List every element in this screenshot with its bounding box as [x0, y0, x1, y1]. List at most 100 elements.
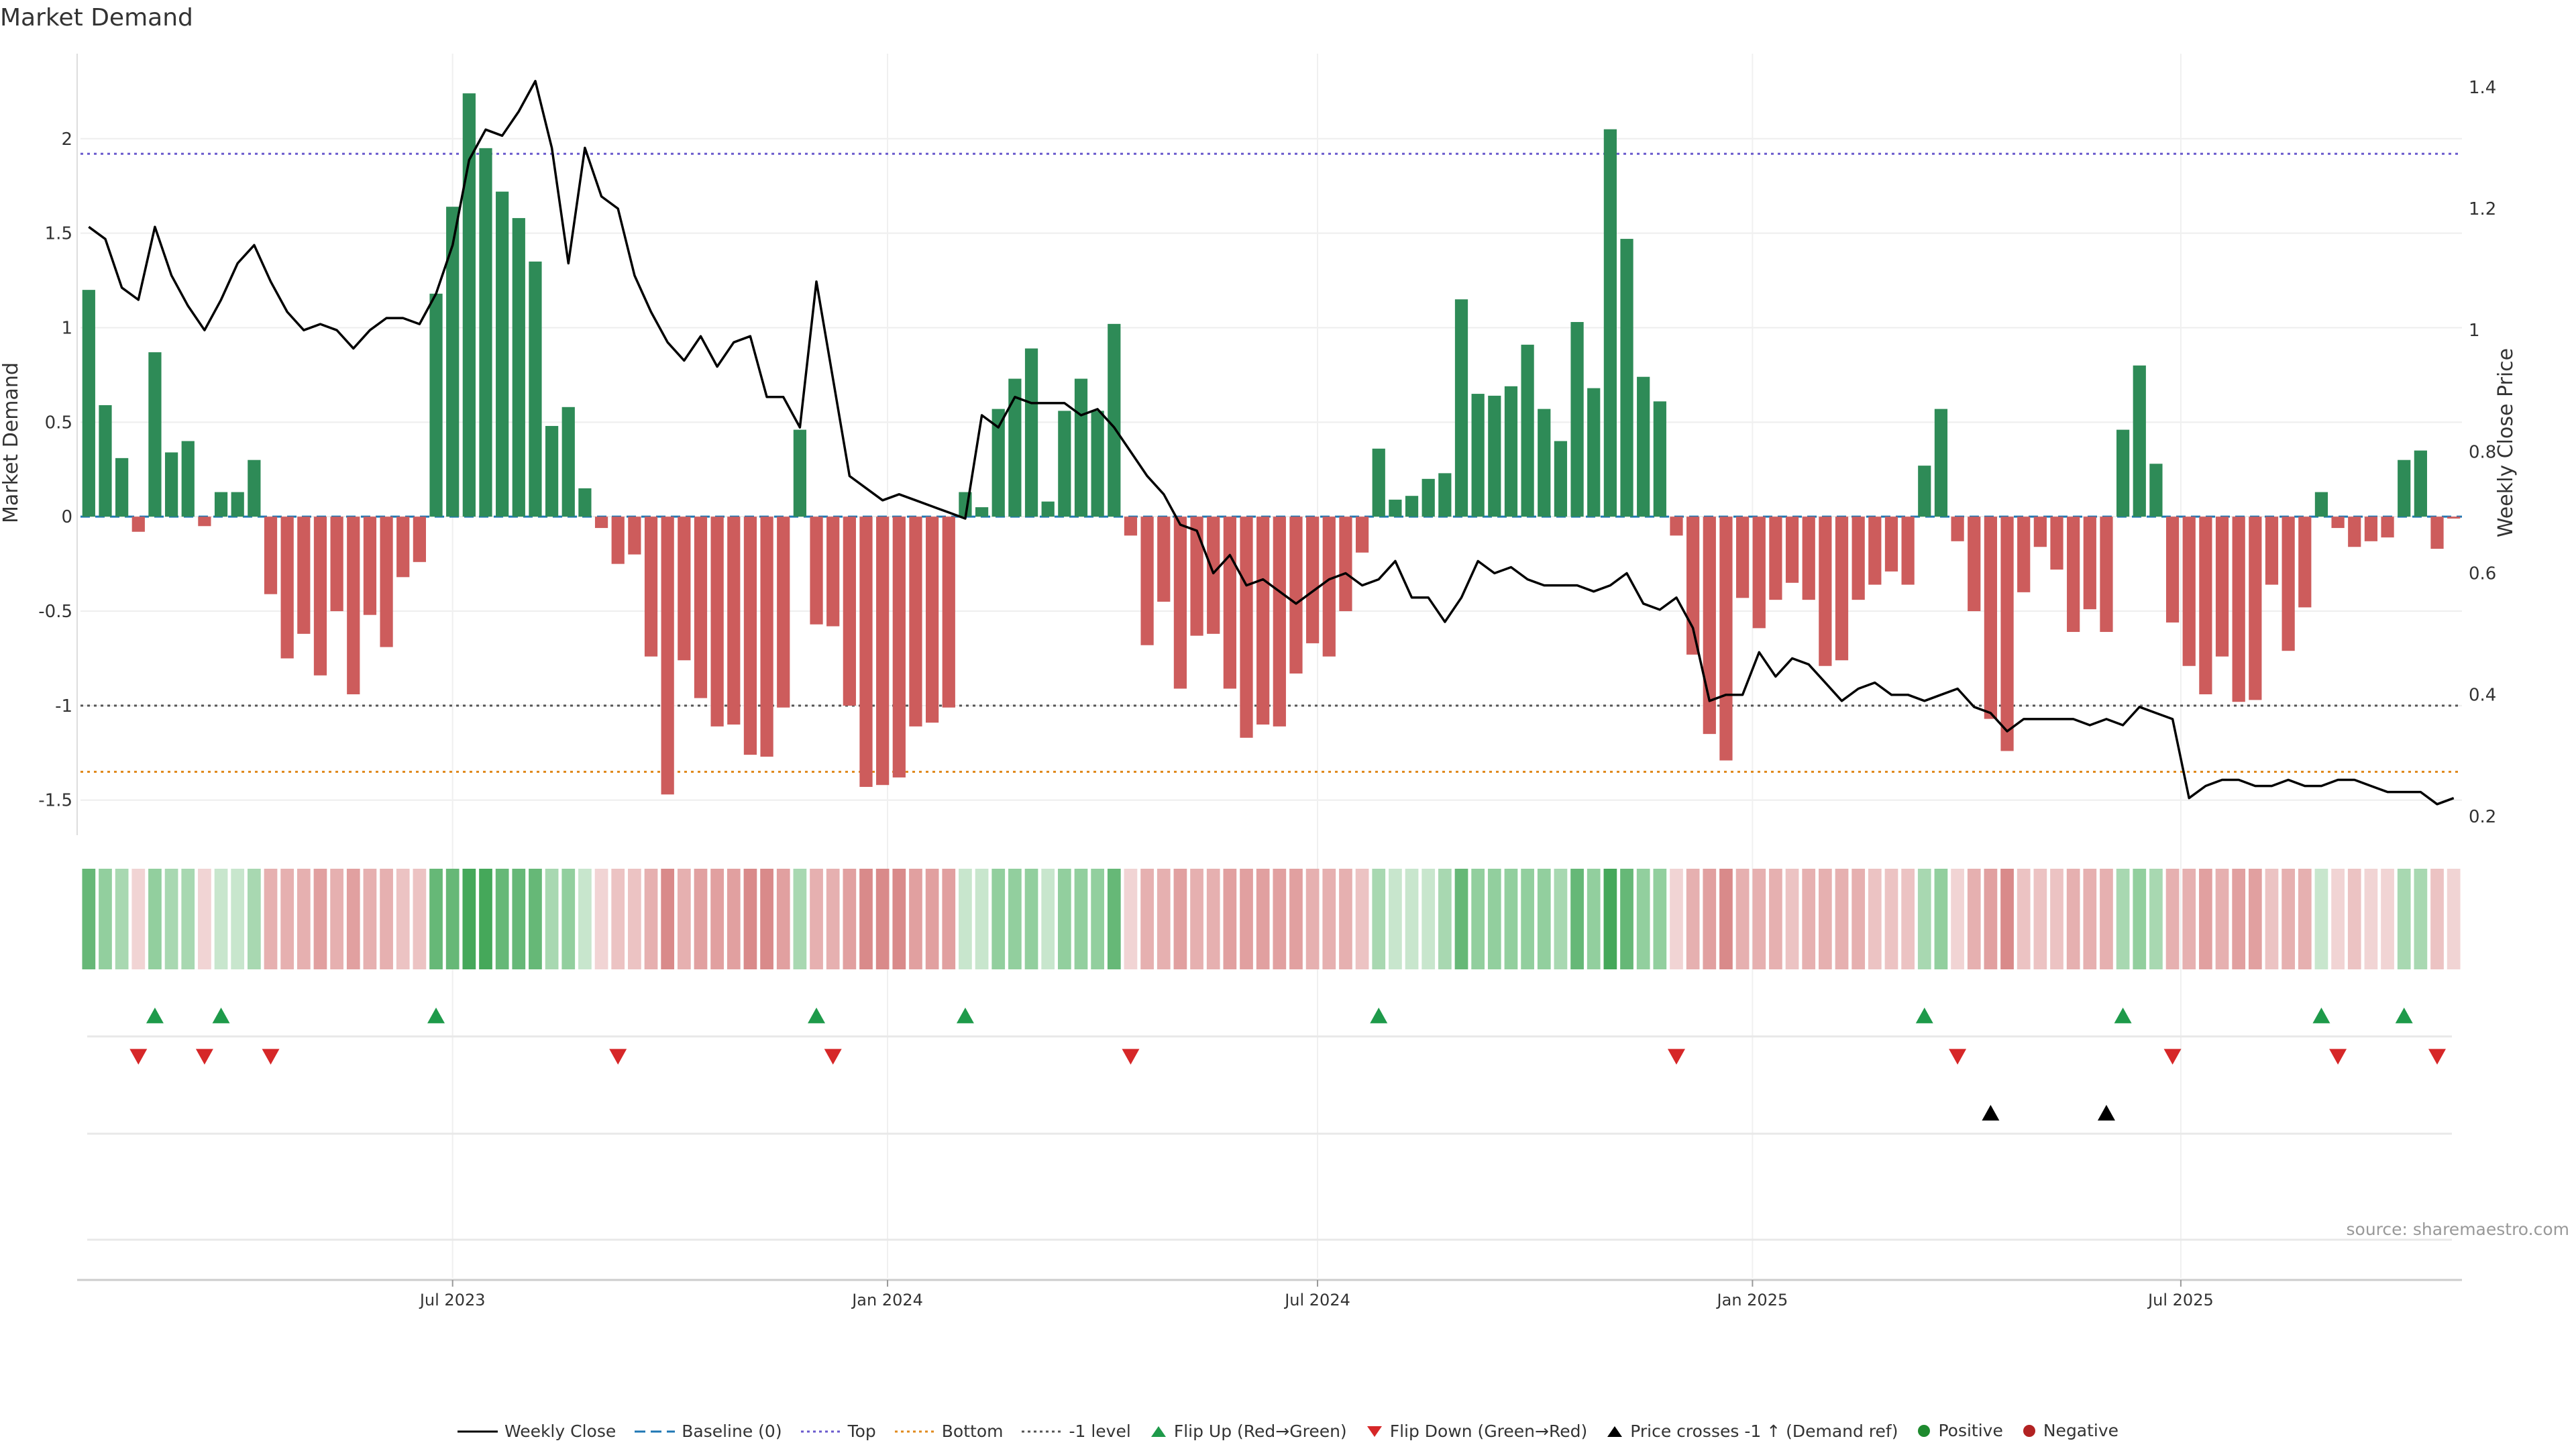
legend-label: Negative — [2043, 1421, 2119, 1440]
heat-cell — [2116, 869, 2130, 969]
demand-bar — [743, 517, 757, 755]
y2-tick-label: 1.4 — [2469, 78, 2496, 98]
demand-bar — [991, 409, 1005, 517]
y-tick-label: -1.5 — [38, 791, 72, 811]
heat-cell — [1454, 869, 1468, 969]
demand-bar — [826, 517, 840, 627]
flip-down-marker — [2329, 1049, 2347, 1065]
heat-cell — [1273, 869, 1287, 969]
heat-cell — [297, 869, 311, 969]
y-tick-label: 0 — [61, 507, 72, 527]
legend-item: Top — [800, 1421, 876, 1441]
legend-item: Bottom — [894, 1421, 1004, 1441]
chart-title: Market Demand — [0, 4, 193, 32]
demand-bar — [2381, 517, 2394, 538]
heat-cell — [363, 869, 377, 969]
demand-bar — [2232, 517, 2245, 702]
demand-bar — [2149, 464, 2163, 517]
demand-bar — [2017, 517, 2031, 592]
flip-up-marker — [808, 1008, 826, 1024]
demand-bar — [760, 517, 773, 757]
demand-bar — [578, 488, 592, 517]
flip-down-marker — [1949, 1049, 1967, 1065]
demand-bar — [1240, 517, 1253, 738]
demand-bar — [2298, 517, 2312, 608]
legend-label: Price crosses -1 ↑ (Demand ref) — [1630, 1421, 1898, 1441]
demand-bar — [611, 517, 625, 564]
heat-cell — [1389, 869, 1402, 969]
demand-bar — [1819, 517, 1832, 666]
heat-cell — [1322, 869, 1336, 969]
heat-cell — [330, 869, 343, 969]
demand-bar — [1686, 517, 1700, 655]
heat-cell — [1735, 869, 1750, 969]
y-tick-label: -0.5 — [38, 602, 72, 622]
heat-cell — [1504, 869, 1518, 969]
gridlines — [80, 54, 2462, 1278]
demand-bar — [1951, 517, 1964, 541]
demand-bar — [82, 290, 95, 517]
demand-bar — [297, 517, 311, 634]
demand-bar — [1207, 517, 1220, 634]
legend-label: Baseline (0) — [682, 1421, 782, 1441]
heat-cell — [2430, 869, 2444, 969]
demand-bar — [1802, 517, 1815, 600]
demand-bar — [1570, 322, 1584, 517]
heat-cell — [2149, 869, 2163, 969]
demand-bar — [1372, 448, 1385, 517]
heat-cell — [1124, 869, 1138, 969]
demand-bar — [529, 261, 542, 517]
heat-cell — [1719, 869, 1733, 969]
heat-cell — [561, 869, 576, 969]
heat-cell — [909, 869, 922, 969]
heat-cell — [1405, 869, 1419, 969]
demand-bar — [810, 517, 823, 625]
demand-bar — [545, 425, 559, 517]
demand-bar — [926, 517, 939, 723]
demand-bar — [727, 517, 741, 725]
heat-cell — [1587, 869, 1601, 969]
demand-bar — [462, 93, 476, 517]
demand-bar — [1901, 517, 1915, 585]
legend-item: Positive — [1917, 1421, 2003, 1440]
demand-bar — [1421, 478, 1435, 517]
heat-cell — [1355, 869, 1369, 969]
demand-bar — [313, 517, 327, 676]
heat-cell — [2282, 869, 2296, 969]
demand-bar — [1587, 388, 1601, 517]
legend-label: Weekly Close — [504, 1421, 616, 1441]
demand-bar — [2215, 517, 2229, 657]
flip-down-marker — [2163, 1049, 2182, 1065]
y-tick-label: 0.5 — [45, 413, 72, 433]
x-tick-label: Jul 2024 — [1283, 1291, 1350, 1309]
demand-bar — [1488, 395, 1501, 517]
heat-cell — [2381, 869, 2394, 969]
x-tick-label: Jul 2025 — [2147, 1291, 2214, 1309]
heat-cell — [1487, 869, 1501, 969]
heat-cell — [1554, 869, 1568, 969]
y2-tick-label: 0.2 — [2469, 807, 2496, 827]
flip-up-marker — [1370, 1008, 1388, 1024]
demand-bar — [1752, 517, 1766, 629]
heat-cell — [99, 869, 112, 969]
demand-bar — [115, 458, 129, 517]
y2-tick-label: 0.8 — [2469, 442, 2496, 462]
demand-bar — [1603, 129, 1617, 517]
legend-label: Positive — [1938, 1421, 2003, 1440]
price-cross-markers — [1982, 1105, 2115, 1121]
legend-label: Bottom — [941, 1421, 1004, 1441]
demand-bar — [181, 441, 195, 517]
demand-bar — [479, 148, 492, 517]
heat-cell — [1041, 869, 1055, 969]
heat-cell — [1703, 869, 1717, 969]
heat-cell — [975, 869, 989, 969]
demand-bar — [1124, 517, 1138, 536]
demand-bar — [2116, 429, 2130, 517]
y-axis-label: Market Demand — [0, 362, 23, 523]
heat-cell — [2347, 869, 2361, 969]
heat-cell — [545, 869, 559, 969]
demand-bar — [1538, 409, 1551, 517]
heat-cell — [1305, 869, 1320, 969]
demand-bar — [892, 517, 906, 777]
